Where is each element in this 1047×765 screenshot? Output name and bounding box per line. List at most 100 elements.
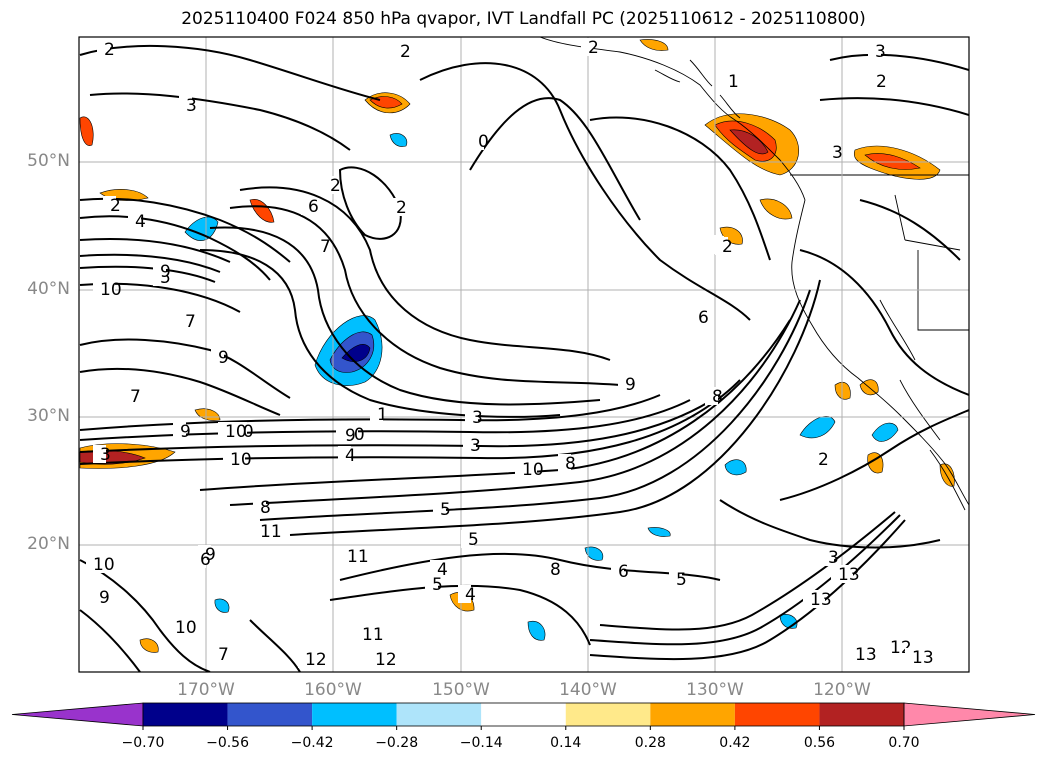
contour-label-bg [691, 308, 704, 326]
contour-line [589, 514, 901, 646]
colorbar-tick-label: 0.42 [719, 735, 751, 751]
contour-line [79, 338, 291, 399]
contour-label: 5 [432, 575, 443, 595]
contour-label-bg [831, 565, 853, 583]
colorbar-tick-label: −0.14 [459, 735, 503, 751]
contour-line [229, 205, 621, 386]
anomaly-patch [389, 133, 408, 147]
coastlines [539, 37, 969, 511]
contour-label-bg [425, 575, 438, 593]
contour-label-bg [721, 72, 734, 90]
contour-label-bg [883, 638, 905, 656]
contour-label: 10 [100, 280, 122, 300]
colorbar-swatch [143, 703, 228, 726]
contour-label-bg [223, 450, 245, 468]
colorbar-tick-label: −0.28 [375, 735, 419, 751]
lon-label-130w: 130°W [686, 680, 744, 700]
contour-label: 9 [205, 545, 216, 565]
contour-label-bg [669, 570, 682, 588]
contour-label: 4 [345, 446, 356, 466]
contour-label: 9 [345, 426, 356, 446]
contour-label-bg [93, 280, 115, 298]
contour-label: 3 [828, 548, 839, 568]
contour-label: 11 [260, 522, 282, 542]
colorbar-swatch [312, 703, 397, 726]
contour-label: 7 [185, 312, 196, 332]
colorbar-swatch [565, 703, 651, 726]
contour-label-bg [515, 460, 537, 478]
contour-label: 2 [400, 42, 411, 62]
contour-line [79, 559, 211, 672]
contour-label-bg [821, 548, 834, 566]
lat-label-50n: 50°N [27, 151, 70, 171]
contour-label: 8 [260, 498, 271, 518]
contour-label-bg [368, 650, 390, 668]
contour-label: 9 [218, 348, 229, 368]
colorbar-tick-label: 0.70 [888, 735, 920, 751]
anomaly-patch [729, 129, 769, 155]
north-america-coastline [791, 199, 969, 506]
contour-label-bg [433, 500, 446, 518]
colorbar-tick-label: 0.14 [550, 735, 582, 751]
lon-label-170w: 170°W [177, 680, 235, 700]
contour-line [79, 394, 721, 453]
contour-line [329, 584, 591, 646]
colorbar [11, 702, 1036, 730]
contour-label: 10 [225, 422, 247, 442]
contour-label-bg [92, 588, 105, 606]
contour-label-bg [825, 143, 838, 161]
contour-label: 2 [330, 176, 341, 196]
colorbar-swatch [396, 703, 482, 726]
contour-label: 13 [838, 565, 860, 585]
negative-anomaly-shading [184, 133, 899, 641]
contour-label: 2 [104, 40, 115, 60]
contour-label-bg [253, 522, 275, 540]
contour-label: 2 [110, 196, 121, 216]
contour-label-bg [103, 196, 116, 214]
contour-label-bg [301, 197, 314, 215]
contour-label: 8 [565, 454, 576, 474]
lon-label-140w: 140°W [559, 680, 617, 700]
contour-label-bg [543, 560, 556, 578]
contour-label-bg [253, 498, 266, 516]
colorbar-tick-label: 0.56 [803, 735, 836, 751]
contour-label-bg [179, 96, 192, 114]
contour-line [469, 97, 641, 221]
contour-label: 9 [625, 375, 636, 395]
contour-line [338, 166, 402, 240]
contour-label-bg [338, 426, 351, 444]
map-frame [78, 36, 970, 673]
anomaly-patch [871, 422, 899, 442]
anomaly-patch [834, 381, 851, 400]
contour-label-bg [905, 648, 927, 666]
contour-line [229, 299, 801, 506]
contour-label-bg [458, 585, 471, 603]
contour-label-bg [461, 530, 474, 548]
contour-line [829, 53, 969, 71]
colorbar-extend-high [903, 702, 1036, 727]
gridlines [79, 37, 969, 672]
contour-label: 10 [175, 618, 197, 638]
contour-label-bg [323, 176, 336, 194]
lon-label-120w: 120°W [813, 680, 871, 700]
contour-label-bg [355, 625, 377, 643]
contour-label: 8 [712, 387, 723, 407]
colorbar-swatch [227, 703, 313, 726]
colorbar-swatch [481, 703, 566, 726]
contour-label: 7 [130, 387, 141, 407]
contour-line [79, 215, 271, 281]
contour-line [209, 226, 601, 406]
contour-label: 7 [320, 237, 331, 257]
contour-label-bg [581, 38, 594, 56]
contour-label: 9 [99, 588, 110, 608]
lat-label-20n: 20°N [27, 534, 70, 554]
contour-label: 9 [180, 422, 191, 442]
contour-line [819, 97, 969, 116]
contour-label-bg [715, 237, 728, 255]
contour-label: 5 [468, 530, 479, 550]
contour-line [79, 253, 221, 273]
contour-line [79, 197, 291, 263]
contour-label-bg [173, 422, 186, 440]
contour-label-bg [211, 645, 224, 663]
